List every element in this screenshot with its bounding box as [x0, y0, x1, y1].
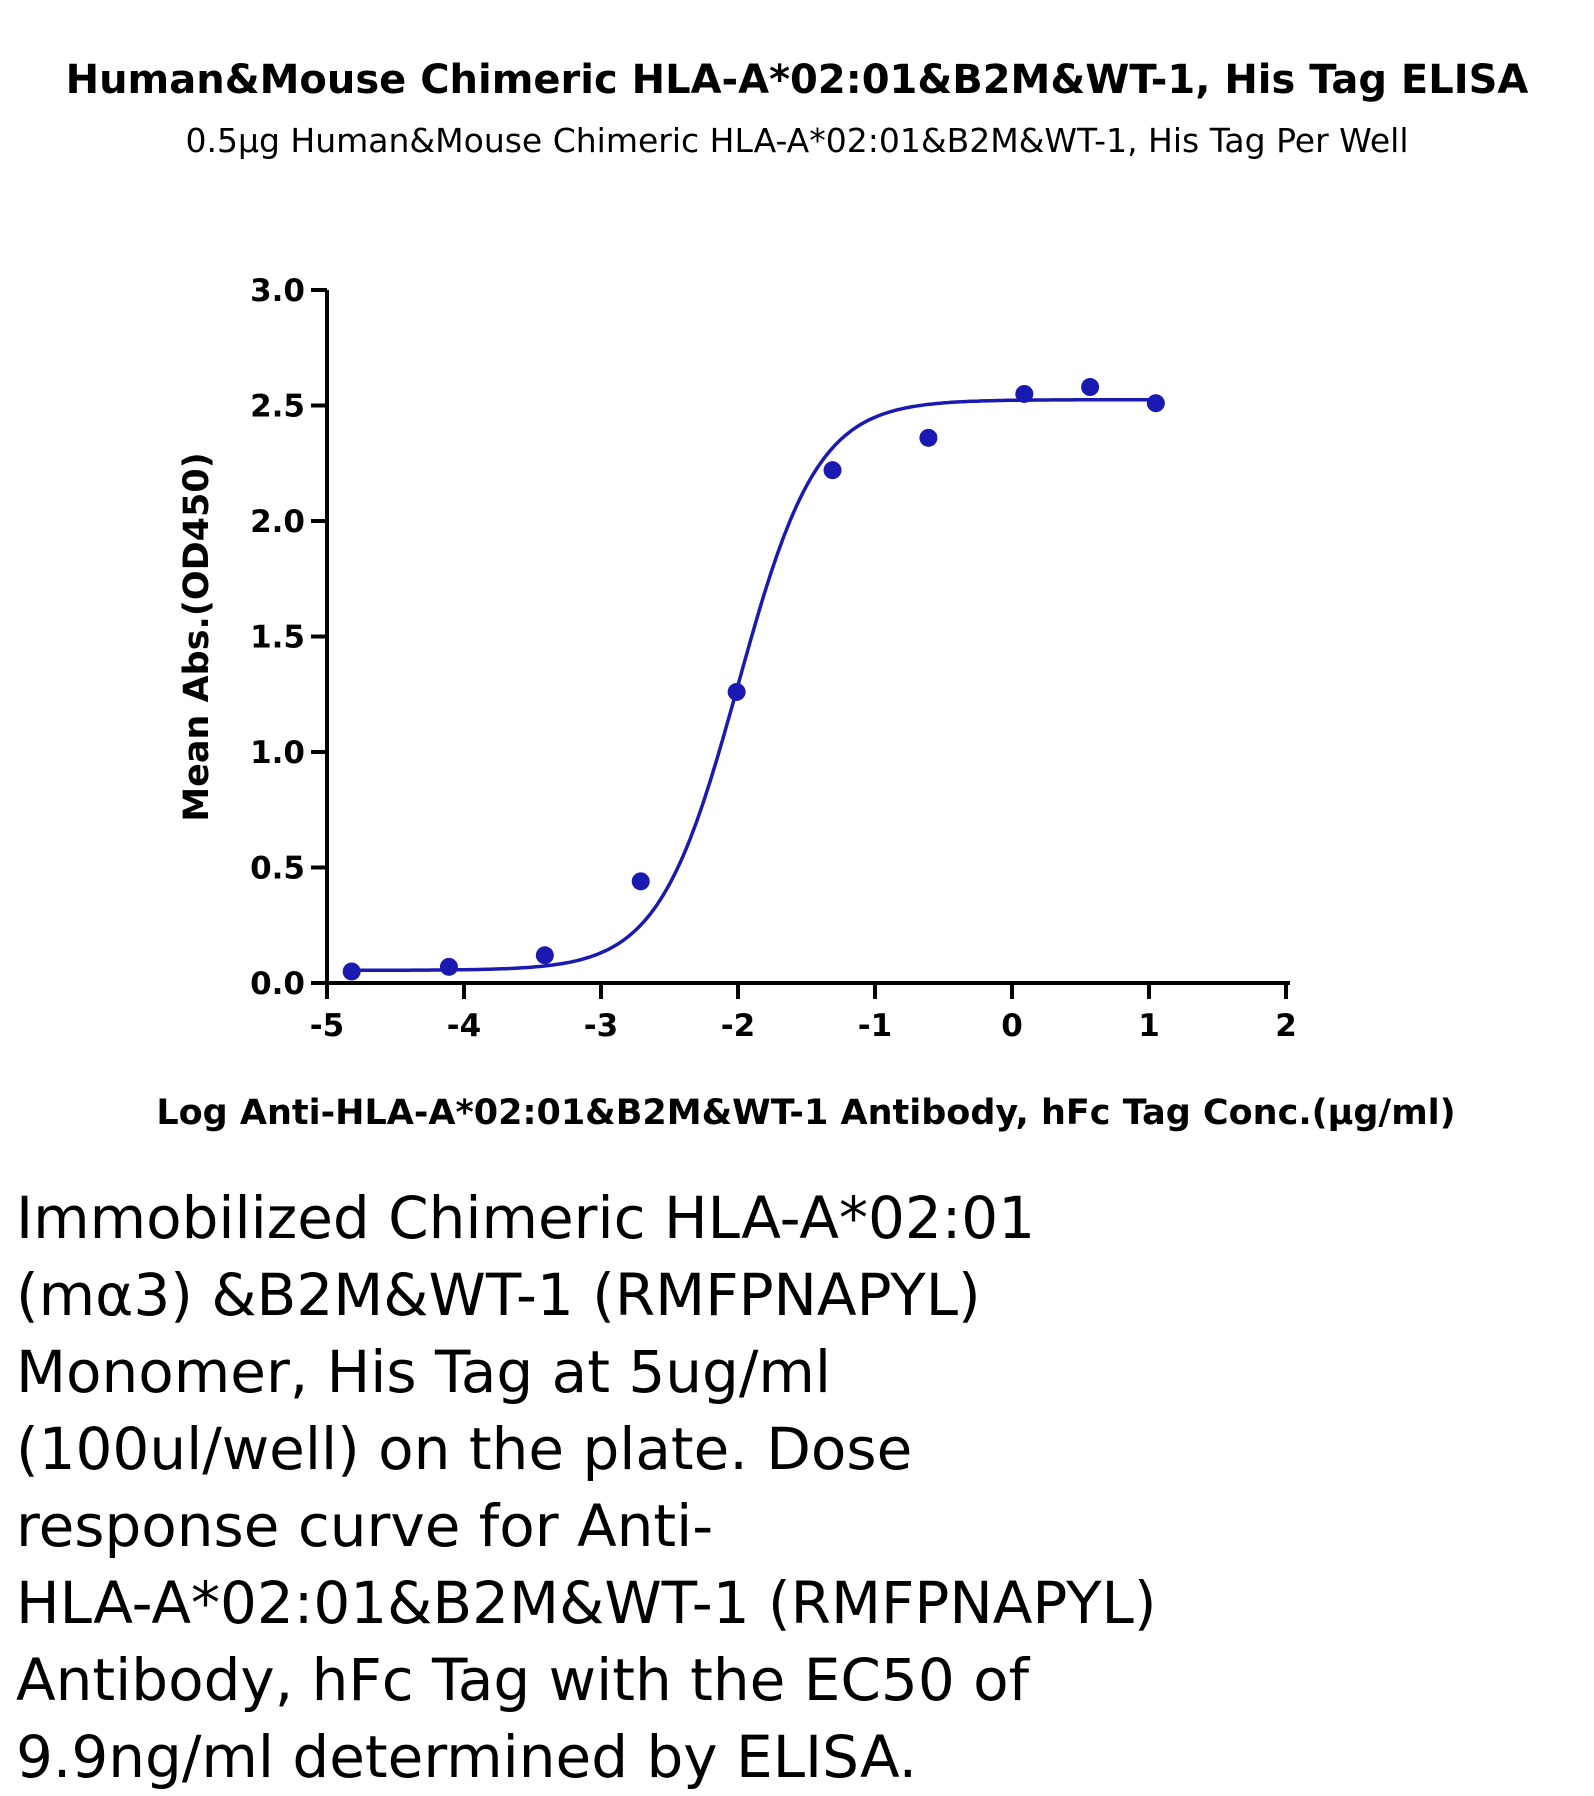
chart-title: Human&Mouse Chimeric HLA-A*02:01&B2M&WT-… [66, 57, 1529, 103]
data-point [1081, 378, 1100, 397]
y-tick-label: 0.5 [250, 851, 305, 887]
elisa-chart: Human&Mouse Chimeric HLA-A*02:01&B2M&WT-… [66, 57, 1529, 1133]
x-tick-label: -3 [584, 1008, 618, 1044]
data-point [919, 428, 938, 447]
y-tick-label: 2.0 [250, 504, 305, 540]
data-point [535, 946, 554, 965]
data-point [439, 957, 458, 976]
data-point [1015, 384, 1034, 403]
data-point [823, 461, 842, 480]
x-tick-label: 2 [1275, 1008, 1297, 1044]
fit-curve [351, 397, 1156, 973]
data-point [631, 872, 650, 891]
data-point [342, 962, 361, 981]
y-axis-label: Mean Abs.(OD450) [177, 452, 217, 821]
x-tick-label: 1 [1138, 1008, 1160, 1044]
y-tick-label: 3.0 [250, 273, 305, 309]
y-tick-label: 1.0 [250, 735, 305, 771]
data-point [1146, 394, 1165, 413]
x-axis-ticks: -5 -4 -3 -2 -1 0 1 2 [310, 983, 1297, 1044]
x-tick-label: -2 [721, 1008, 755, 1044]
figure-caption: Immobilized Chimeric HLA-A*02:01 (mα3) &… [16, 1184, 1157, 1791]
x-tick-label: 0 [1001, 1008, 1023, 1044]
data-points [342, 378, 1165, 981]
data-point [727, 682, 746, 701]
x-tick-label: -5 [310, 1008, 344, 1044]
x-axis-label: Log Anti-HLA-A*02:01&B2M&WT-1 Antibody, … [156, 1093, 1455, 1133]
y-tick-label: 0.0 [250, 966, 305, 1002]
x-tick-label: -4 [447, 1008, 481, 1044]
y-axis-ticks: 0.0 0.5 1.0 1.5 2.0 2.5 3.0 [250, 273, 327, 1002]
y-tick-label: 1.5 [250, 620, 305, 656]
x-tick-label: -1 [858, 1008, 892, 1044]
y-tick-label: 2.5 [250, 389, 305, 425]
plot-area: 0.0 0.5 1.0 1.5 2.0 2.5 3.0 -5 -4 -3 -2 -1 0 1 2 [250, 273, 1297, 1044]
chart-subtitle: 0.5μg Human&Mouse Chimeric HLA-A*02:01&B… [186, 121, 1409, 160]
